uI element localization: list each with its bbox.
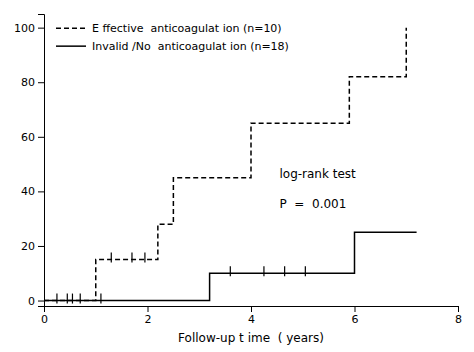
y-tick-label: 20 <box>21 240 35 253</box>
legend-label: Invalid /No anticoagulat ion (n=18) <box>92 40 289 53</box>
x-tick-mark <box>251 306 252 312</box>
series-line <box>44 232 417 300</box>
censor-mark <box>144 253 145 263</box>
legend-label: E ffective anticoagulat ion (n=10) <box>92 22 282 35</box>
y-tick-mark <box>38 301 44 302</box>
x-axis-title: Follow-up t ime ( years) <box>178 331 324 345</box>
x-tick: 4 <box>248 306 255 326</box>
x-tick-label: 8 <box>455 313 462 326</box>
legend: E ffective anticoagulat ion (n=10) Invali… <box>56 22 289 53</box>
y-tick-mark <box>38 28 44 29</box>
y-axis: 0 20 40 60 80 100 <box>14 15 45 308</box>
censor-mark <box>100 294 101 304</box>
x-axis: 0 2 4 6 8 <box>41 306 462 326</box>
plot-area <box>44 28 417 304</box>
x-tick: 0 <box>41 306 48 326</box>
annotation: P = 0.001 <box>279 197 346 211</box>
y-tick-mark <box>38 191 44 192</box>
y-tick: 20 <box>21 240 44 253</box>
y-tick: 80 <box>21 76 44 89</box>
y-tick: 0 <box>28 295 44 308</box>
censor-mark <box>67 294 68 304</box>
annotation: log-rank test <box>279 167 356 181</box>
legend-swatch <box>56 45 86 47</box>
x-axis-line <box>45 307 459 313</box>
censor-mark <box>56 294 57 304</box>
x-tick-mark <box>355 306 356 312</box>
y-tick-label: 80 <box>21 76 35 89</box>
x-tick-label: 4 <box>248 313 255 326</box>
series-line <box>44 28 406 301</box>
legend-entry: E ffective anticoagulat ion (n=10) <box>56 22 282 35</box>
censor-mark <box>230 266 231 276</box>
y-tick-label: 100 <box>14 22 35 35</box>
y-tick-mark <box>38 82 44 83</box>
chart: 02468020406080100Follow-up t ime ( years… <box>0 0 474 352</box>
censor-mark <box>72 294 73 304</box>
x-tick-mark <box>148 306 149 312</box>
censor-mark <box>131 253 132 263</box>
y-tick-mark <box>38 137 44 138</box>
x-tick: 2 <box>145 306 152 326</box>
y-tick: 60 <box>21 131 44 144</box>
y-tick-mark <box>38 246 44 247</box>
legend-swatch <box>56 27 86 29</box>
y-tick: 40 <box>21 185 44 198</box>
x-tick: 6 <box>352 306 359 326</box>
censor-mark <box>284 266 285 276</box>
censor-mark <box>305 266 306 276</box>
x-tick-label: 6 <box>352 313 359 326</box>
y-tick-label: 0 <box>28 295 35 308</box>
x-tick-label: 2 <box>145 313 152 326</box>
censor-mark <box>111 253 112 263</box>
censor-mark <box>80 294 81 304</box>
y-axis-line <box>38 15 45 307</box>
x-tick: 8 <box>455 306 462 326</box>
legend-entry: Invalid /No anticoagulat ion (n=18) <box>56 40 289 53</box>
y-tick: 100 <box>14 22 44 35</box>
censor-mark <box>263 266 264 276</box>
x-tick-label: 0 <box>41 313 48 326</box>
x-tick-mark <box>458 306 459 312</box>
y-tick-label: 60 <box>21 131 35 144</box>
y-tick-label: 40 <box>21 185 35 198</box>
